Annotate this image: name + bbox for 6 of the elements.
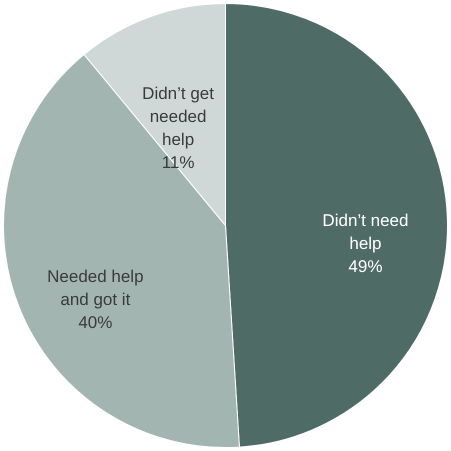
data-label: 11% <box>162 152 194 172</box>
slice-label: Didn’t need help <box>322 211 408 254</box>
data-label: 40% <box>78 313 112 332</box>
data-label: 49% <box>348 257 382 276</box>
slice-label: Didn’t get needed help <box>142 84 214 149</box>
slice-label: Needed help and got it <box>47 267 144 310</box>
